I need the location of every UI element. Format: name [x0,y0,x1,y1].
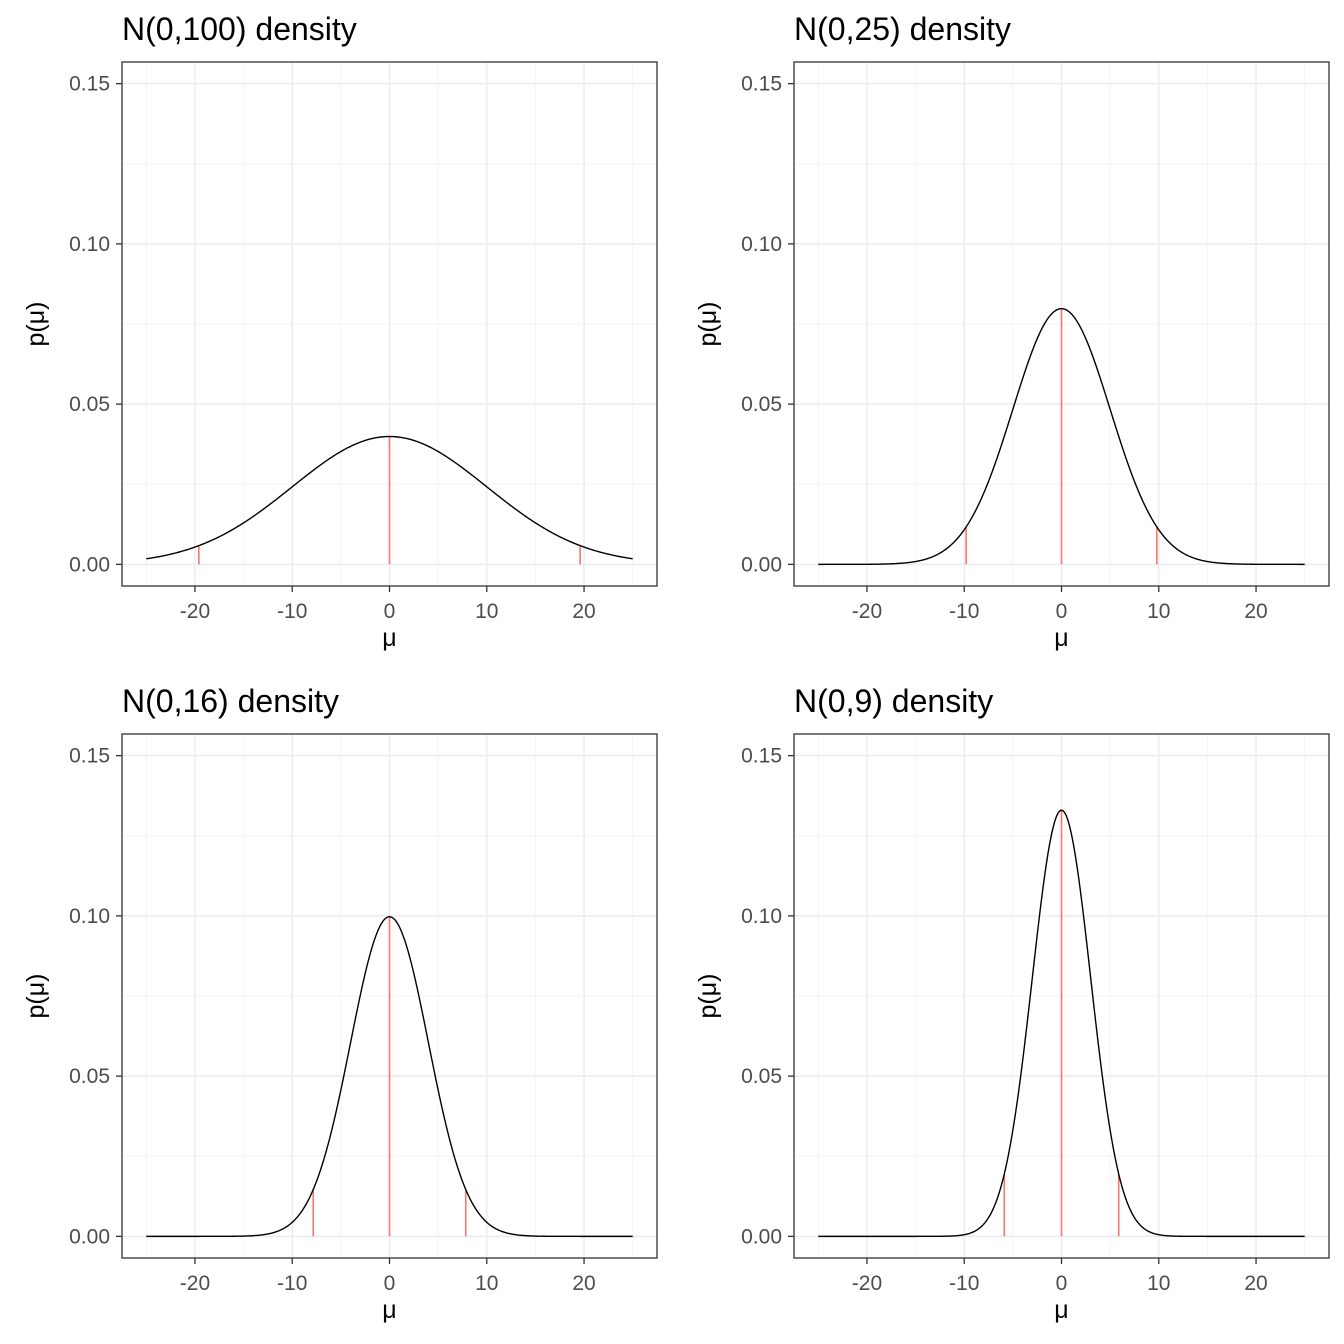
x-tick-label: -10 [949,600,979,623]
x-tick-label: 10 [475,1272,498,1295]
x-tick-label: 20 [572,1272,595,1295]
x-tick-label: -20 [852,1272,882,1295]
x-axis-title: μ [1054,624,1068,652]
x-tick-label: 20 [572,600,595,623]
y-tick-label: 0.10 [741,905,782,928]
y-axis-title: p(μ) [694,302,722,347]
y-tick-label: 0.05 [741,393,782,416]
x-tick-label: -20 [852,600,882,623]
panel-2: -20 -10 0 10 20 0.00 0.05 0.10 0.15 N(0,25) densi… [694,11,1330,652]
panel-4: -20 -10 0 10 20 0.00 0.05 0.10 0.15 N(0,9) densit… [694,683,1330,1324]
y-tick-label: 0.00 [741,553,782,576]
density-curve [818,307,1305,566]
y-tick-label: 0.05 [69,1065,110,1088]
x-tick-label: 10 [475,600,498,623]
x-tick-label: -20 [180,600,210,623]
y-tick-label: 0.15 [741,745,782,768]
x-tick-label: 20 [1244,600,1267,623]
y-tick-label: 0.10 [69,905,110,928]
density-curve [146,435,633,560]
y-axis-title: p(μ) [694,974,722,1019]
x-axis-title: μ [382,624,396,652]
x-tick-label: -20 [180,1272,210,1295]
x-tick-label: 0 [1056,600,1068,623]
panel-title: N(0,25) density [794,11,1011,47]
density-curve [146,916,633,1238]
x-tick-label: 10 [1147,1272,1170,1295]
x-tick-label: 10 [1147,600,1170,623]
x-tick-label: -10 [277,1272,307,1295]
x-tick-label: -10 [277,600,307,623]
x-axis-title: μ [1054,1296,1068,1324]
y-tick-label: 0.05 [741,1065,782,1088]
y-tick-label: 0.00 [741,1225,782,1248]
panel-title: N(0,9) density [794,683,993,719]
x-tick-label: -10 [949,1272,979,1295]
panel-3: -20 -10 0 10 20 0.00 0.05 0.10 0.15 N(0,16) densi… [22,683,658,1324]
y-tick-label: 0.00 [69,1225,110,1248]
x-tick-label: 0 [1056,1272,1068,1295]
y-tick-label: 0.10 [741,233,782,256]
panel-title: N(0,16) density [122,683,339,719]
y-tick-label: 0.00 [69,553,110,576]
panel-1: -20 -10 0 10 20 0.00 0.05 0.10 0.15 N(0,100) dens… [22,11,658,652]
y-tick-label: 0.15 [741,73,782,96]
density-curve [818,809,1305,1238]
y-axis-title: p(μ) [22,302,50,347]
panel-title: N(0,100) density [122,11,357,47]
x-axis-title: μ [382,1296,396,1324]
y-tick-label: 0.05 [69,393,110,416]
x-tick-label: 0 [384,1272,396,1295]
y-tick-label: 0.10 [69,233,110,256]
y-axis-title: p(μ) [22,974,50,1019]
y-tick-label: 0.15 [69,73,110,96]
y-tick-label: 0.15 [69,745,110,768]
x-tick-label: 0 [384,600,396,623]
x-tick-label: 20 [1244,1272,1267,1295]
